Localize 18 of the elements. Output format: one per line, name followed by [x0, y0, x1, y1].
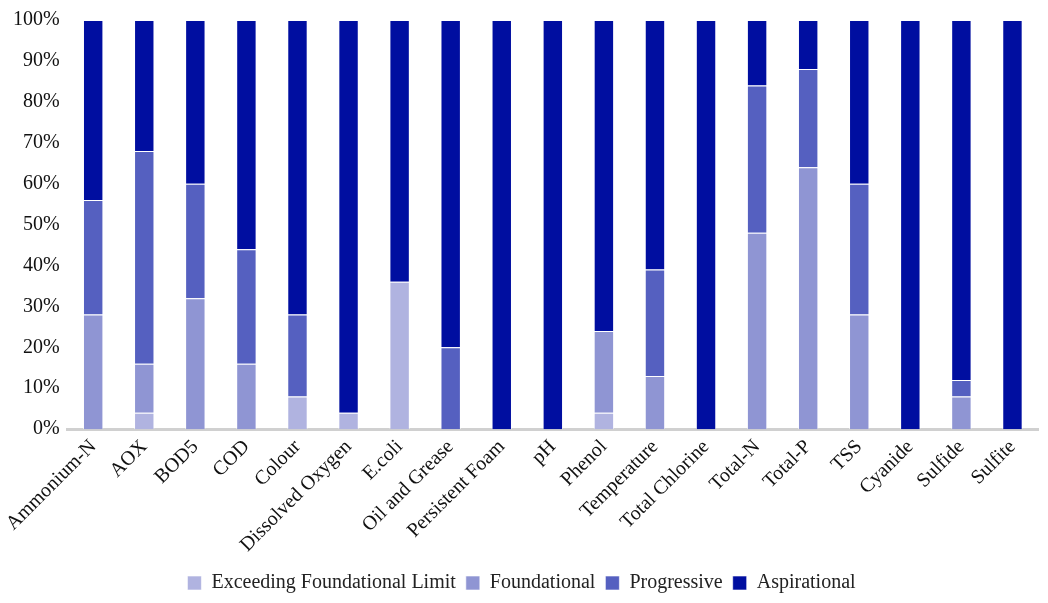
y-tick-label: 30% — [22, 293, 60, 316]
legend-label: Progressive — [629, 570, 723, 594]
y-tick-label: 60% — [22, 170, 60, 193]
x-tick-label: COD — [207, 434, 253, 481]
x-tick-label: TSS — [825, 434, 866, 475]
y-tick-label: 0% — [32, 416, 60, 439]
y-tick-label: 80% — [22, 89, 60, 112]
legend-label: Aspirational — [756, 570, 857, 594]
y-tick-label: 90% — [22, 48, 60, 71]
y-tick-label: 20% — [22, 334, 60, 357]
x-tick-label: pH — [526, 434, 561, 469]
y-tick-label: 10% — [22, 375, 60, 398]
y-tick-label: 50% — [22, 211, 60, 234]
legend-label: Exceeding Foundational Limit — [211, 570, 457, 594]
legend-label: Foundational — [489, 570, 596, 593]
y-tick-label: 40% — [22, 252, 60, 275]
y-tick-label: 70% — [22, 130, 60, 152]
y-tick-label: 100% — [12, 7, 60, 30]
